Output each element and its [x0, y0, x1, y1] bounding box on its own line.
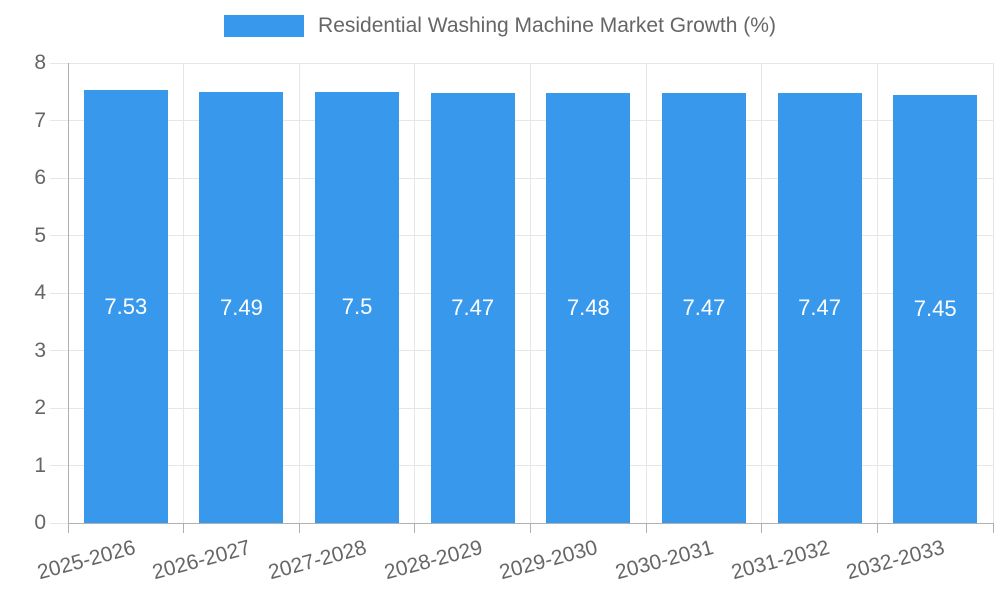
x-grid-line	[992, 63, 994, 523]
y-grid-line	[50, 177, 993, 179]
y-tick-label: 6	[34, 166, 46, 189]
bar-value-label: 7.47	[451, 295, 495, 321]
y-tick-label: 7	[34, 108, 46, 132]
bar[interactable]: 7.45	[893, 94, 978, 523]
x-axis-line	[68, 522, 993, 524]
legend-label: Residential Washing Machine Market Growt…	[318, 14, 776, 37]
y-grid-line	[50, 350, 993, 351]
bar-value-label: 7.5	[341, 294, 373, 320]
y-grid-line	[50, 235, 993, 236]
y-grid-line	[50, 120, 993, 121]
x-grid-line	[183, 63, 185, 523]
x-axis-tick	[183, 523, 185, 533]
chart-legend[interactable]: Residential Washing Machine Market Growt…	[0, 14, 1000, 38]
bar-value-label: 7.45	[913, 295, 957, 321]
bar[interactable]: 7.48	[546, 92, 631, 523]
legend-swatch	[224, 15, 305, 37]
bar-value-label: 7.49	[220, 294, 263, 320]
y-tick-label: 2	[34, 396, 46, 419]
y-grid-line	[50, 292, 993, 294]
x-grid-line	[298, 63, 300, 523]
y-tick-label: 3	[34, 338, 46, 362]
bar[interactable]: 7.47	[661, 93, 746, 523]
y-grid-line	[50, 465, 993, 466]
bar-value-label: 7.47	[682, 295, 726, 321]
y-axis-line	[67, 63, 69, 533]
x-grid-line	[414, 63, 416, 523]
x-grid-line	[530, 63, 531, 523]
bar[interactable]: 7.47	[430, 93, 515, 523]
bar[interactable]: 7.47	[777, 93, 862, 523]
bar[interactable]: 7.5	[315, 91, 400, 523]
x-axis-tick	[530, 523, 531, 533]
bar[interactable]: 7.53	[83, 90, 168, 523]
x-axis-tick	[992, 523, 994, 533]
x-axis-tick	[414, 523, 416, 533]
y-tick-label: 4	[34, 281, 46, 304]
y-tick-label: 0	[34, 511, 46, 534]
y-grid-line	[50, 407, 993, 409]
x-axis-tick	[298, 523, 300, 533]
x-grid-line	[876, 63, 878, 523]
x-axis-tick	[876, 523, 878, 533]
x-axis-tick	[645, 523, 647, 533]
y-grid-line	[50, 62, 993, 64]
bar-value-label: 7.47	[798, 295, 841, 321]
y-tick-label: 5	[34, 223, 46, 247]
bar-value-label: 7.48	[566, 294, 610, 320]
x-grid-line	[645, 63, 647, 523]
bar[interactable]: 7.49	[199, 92, 284, 523]
y-tick-label: 1	[34, 453, 46, 477]
x-grid-line	[761, 63, 763, 523]
bar-value-label: 7.53	[104, 293, 148, 319]
x-axis-tick	[761, 523, 763, 533]
y-tick-label: 8	[34, 51, 46, 74]
